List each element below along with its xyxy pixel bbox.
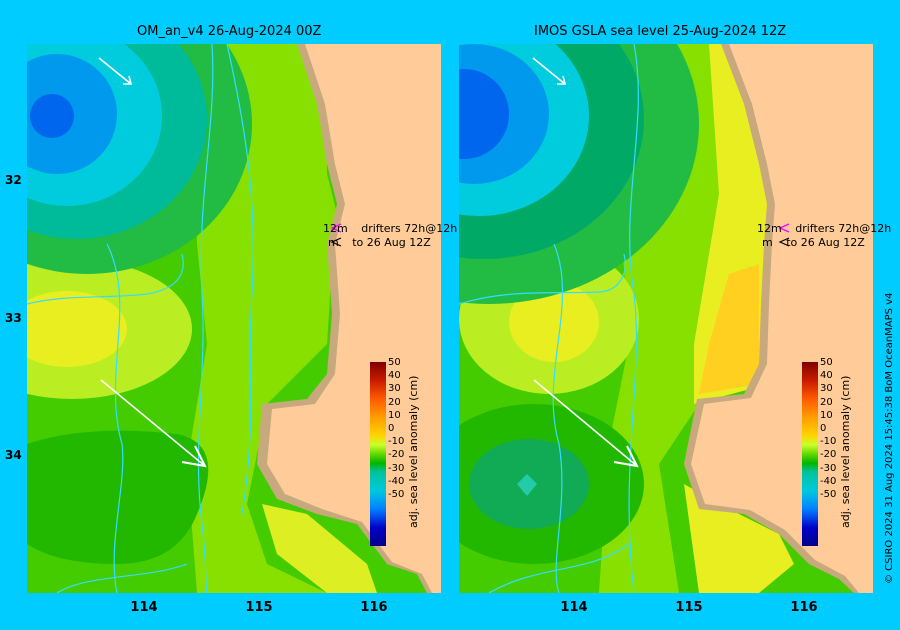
left-drifter-text1: drifters 72h@12h [361,222,458,235]
drifter-track-4 [27,253,184,305]
left-map-title: OM_an_v4 26-Aug-2024 00Z [137,24,322,39]
right-drifter-text2: to 26 Aug 12Z [786,236,865,249]
drifter-arrow-north [532,57,566,85]
copyright-credit: © CSIRO 2024 31 Aug 2024 15:45:38 BoM Oc… [884,292,895,585]
cold-eddy-core [30,94,74,138]
cbar-tick: -10 [388,436,405,448]
drifter-track-4 [488,543,630,593]
cbar-tick: 0 [388,423,395,435]
lat-label-34: 34 [5,448,22,462]
cbar-tick: 20 [820,396,833,408]
left-drifter-legend: 12m drifters 72h@12h m to 26 Aug 12Z [323,222,457,250]
anomaly-warm-eddy-core [509,282,599,362]
cbar-tick: -20 [820,449,837,461]
coastal-warm-core [699,264,759,394]
right-lon-label-115: 115 [675,600,703,615]
anomaly-cool-eddy-center [517,474,537,496]
left-drifter-m: m [328,236,339,249]
drifter-track-2 [552,243,564,593]
cbar-tick: -20 [388,449,405,461]
drifter-track-3 [106,243,124,593]
left-drifter-text2: to 26 Aug 12Z [352,236,431,249]
cbar-tick: 30 [820,383,833,395]
drifter-marker-m [330,237,342,247]
cbar-tick: 30 [388,383,401,395]
right-map[interactable] [459,44,873,593]
land-mass [267,44,441,593]
right-colorbar-ticks: 50 40 30 20 10 0 -10 -20 -30 -40 -50 [820,356,836,501]
southern-coastal-warm [684,484,794,593]
anomaly-cool-eddy [27,430,209,564]
left-lon-label-115: 115 [245,600,273,615]
cbar-tick: -30 [388,462,405,474]
drifter-track-3 [459,253,626,305]
left-lon-label-116: 116 [360,600,388,615]
drifter-marker-m [778,237,790,247]
lat-label-33: 33 [5,311,22,325]
right-lon-label-116: 116 [790,600,818,615]
left-drifter-12m: 12m [323,222,348,235]
drifter-track-5 [56,563,188,593]
right-colorbar [802,362,818,546]
cbar-tick: -50 [388,489,405,501]
anomaly-warm-eddy-core [27,291,127,367]
drifter-arrowhead-south [181,445,207,468]
lat-label-32: 32 [5,173,22,187]
left-colorbar-ticks: 50 40 30 20 10 0 -10 -20 -30 -40 -50 [388,356,404,501]
right-map-svg [459,44,873,593]
cbar-tick: -30 [820,462,837,474]
drifter-track-1 [197,44,214,593]
drifter-arrowhead-north [123,75,133,85]
cbar-tick: 0 [820,423,827,435]
cbar-tick: 10 [388,409,401,421]
left-colorbar-label: adj. sea level anomaly (cm) [407,375,420,528]
drifter-track-1 [628,44,639,593]
cbar-tick: -10 [820,436,837,448]
left-colorbar [370,362,386,546]
left-map-svg [27,44,441,593]
right-map-title: IMOS GSLA sea level 25-Aug-2024 12Z [534,24,787,39]
cbar-tick: -50 [820,489,837,501]
drifter-arrow-south [533,379,638,467]
right-colorbar-label: adj. sea level anomaly (cm) [839,375,852,528]
right-lon-label-114: 114 [560,600,588,615]
drifter-arrow-south [100,379,206,467]
coastal-warm-strip [262,504,377,593]
cbar-tick: 40 [820,370,833,382]
cbar-tick: 10 [820,409,833,421]
drifter-track-2 [226,44,254,515]
drifter-marker-12m [778,223,790,233]
cbar-tick: 50 [388,357,401,368]
right-drifter-12m: 12m [757,222,782,235]
drifter-marker-12m [330,223,342,233]
cbar-tick: 40 [388,370,401,382]
left-map[interactable] [27,44,441,593]
cbar-tick: -40 [820,475,837,487]
right-drifter-text1: drifters 72h@12h [795,222,892,235]
cold-eddy-core [459,69,509,159]
cbar-tick: 50 [820,357,833,368]
right-drifter-m: m [762,236,773,249]
drifter-arrowhead-north [557,75,567,85]
land-mass [691,44,873,593]
cbar-tick: 20 [388,396,401,408]
right-drifter-legend: 12m drifters 72h@12h m to 26 Aug 12Z [757,222,891,250]
cbar-tick: -40 [388,475,405,487]
drifter-arrowhead-south [613,445,639,468]
drifter-arrow-north [98,57,132,85]
left-lon-label-114: 114 [130,600,158,615]
